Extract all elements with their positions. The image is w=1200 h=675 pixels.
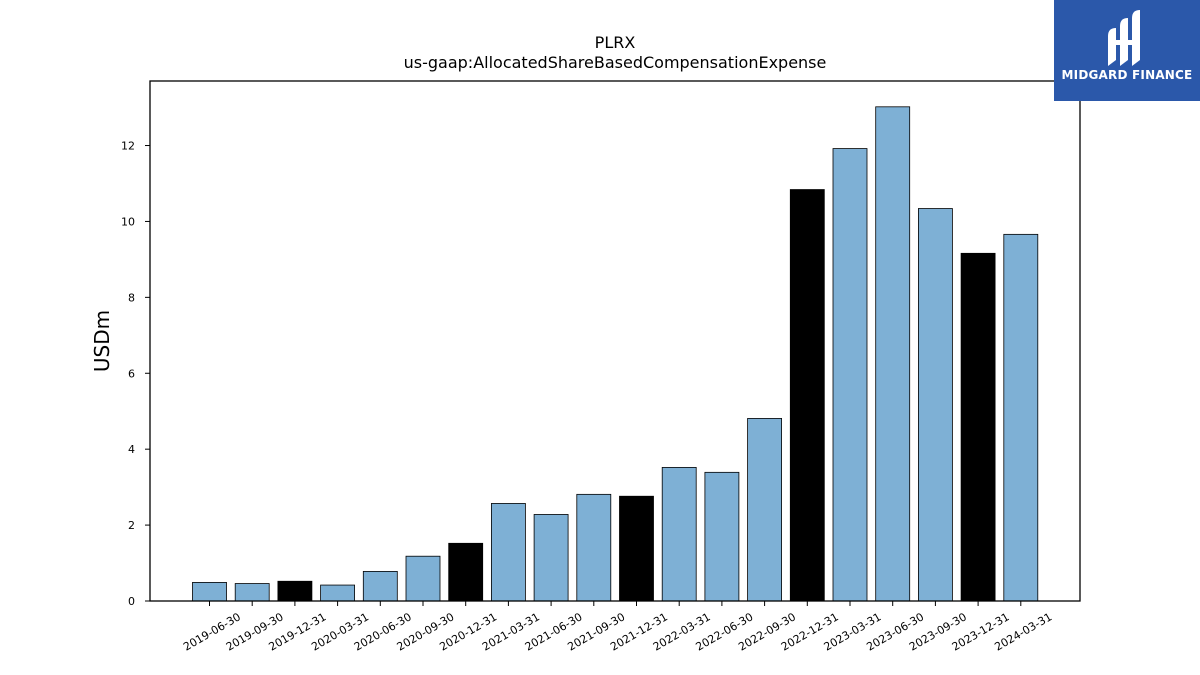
midgard-logo-icon <box>1108 10 1140 66</box>
bar-2021-06-30 <box>533 514 569 602</box>
bar-2022-09-30 <box>747 418 782 602</box>
bar-2022-12-31 <box>789 189 825 602</box>
bar-2023-12-31 <box>960 252 996 602</box>
bar-2024-03-31 <box>1003 233 1039 602</box>
y-axis-label: USDm <box>90 310 114 372</box>
bar-2021-09-30 <box>576 493 612 602</box>
bar-2022-06-30 <box>704 471 740 602</box>
bar-2020-12-31 <box>448 542 484 602</box>
midgard-finance-logo: MIDGARD FINANCE <box>1054 0 1200 101</box>
bars-group <box>192 106 1039 602</box>
bar-2020-09-30 <box>405 555 441 602</box>
y-tick-label: 12 <box>121 140 135 153</box>
bar-2019-06-30 <box>192 582 227 602</box>
chart-subtitle: us-gaap:AllocatedShareBasedCompensationE… <box>404 53 827 72</box>
plot-frame <box>149 80 1081 602</box>
y-tick-label: 6 <box>128 367 135 380</box>
logo-text: MIDGARD FINANCE <box>1061 68 1193 82</box>
y-ticks-group: 0 2 4 6 8 10 12 <box>121 140 150 608</box>
y-tick-label: 8 <box>128 291 135 304</box>
bar-2022-03-31 <box>661 466 697 602</box>
bar-2020-03-31 <box>320 584 356 602</box>
bar-2023-06-30 <box>875 106 911 602</box>
bar-2023-09-30 <box>918 208 953 602</box>
bar-2019-12-31 <box>277 580 313 602</box>
bar-2021-03-31 <box>490 503 526 602</box>
bar-2021-12-31 <box>619 495 654 602</box>
y-tick-label: 10 <box>121 215 135 228</box>
x-ticks-group: 2019-06-302019-09-302019-12-312020-03-31… <box>181 601 1054 654</box>
bar-2023-03-31 <box>832 148 868 602</box>
bar-2020-06-30 <box>362 570 398 602</box>
y-tick-label: 4 <box>128 443 135 456</box>
y-tick-label: 0 <box>128 595 135 608</box>
y-tick-label: 2 <box>128 519 135 532</box>
chart-title: PLRX <box>595 33 636 52</box>
bar-2019-09-30 <box>234 583 270 602</box>
